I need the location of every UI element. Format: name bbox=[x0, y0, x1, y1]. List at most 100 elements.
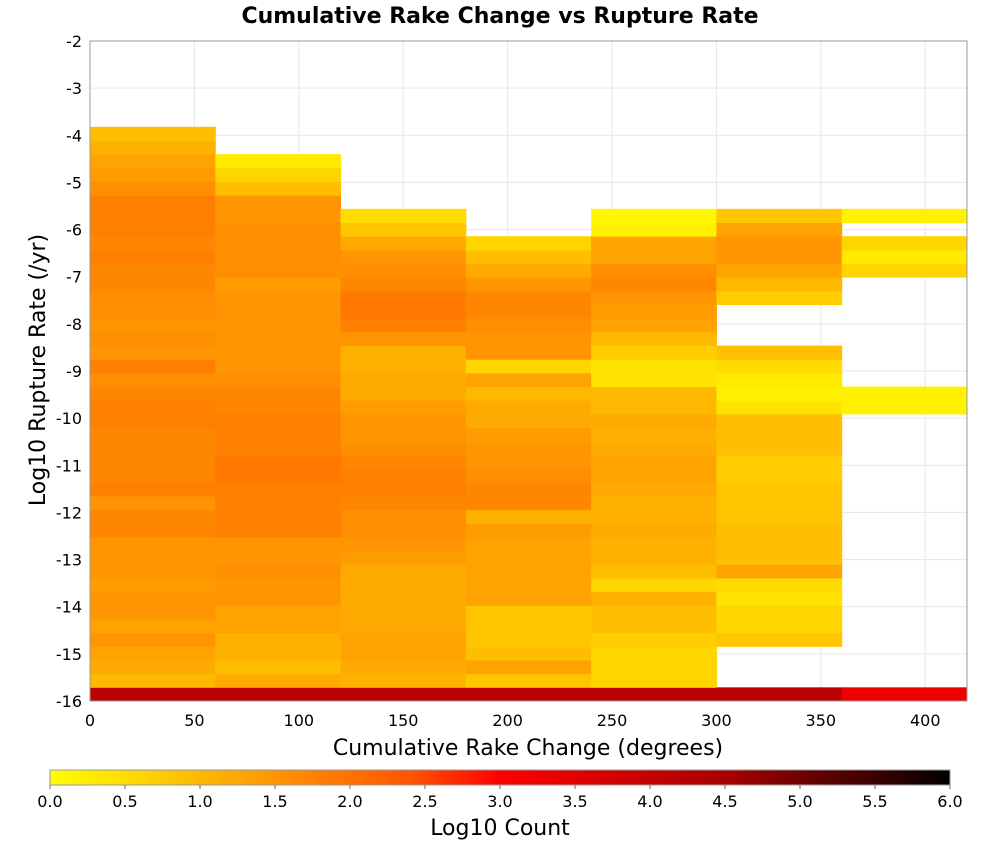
heatmap-cell bbox=[591, 304, 717, 319]
y-tick-label: -8 bbox=[66, 315, 82, 334]
heatmap-cell bbox=[841, 249, 968, 265]
heatmap-cell bbox=[90, 222, 216, 237]
heatmap-cell bbox=[90, 632, 216, 647]
heatmap-cell bbox=[340, 359, 467, 374]
colorbar-tick-label: 1.0 bbox=[187, 792, 212, 811]
heatmap-cell bbox=[591, 659, 717, 675]
heatmap-cell bbox=[215, 482, 342, 497]
heatmap-cell bbox=[215, 605, 342, 620]
heatmap-cell bbox=[90, 386, 216, 401]
y-tick-label: -7 bbox=[66, 268, 82, 287]
x-tick-label: 400 bbox=[910, 711, 941, 730]
x-tick-label: 200 bbox=[492, 711, 523, 730]
heatmap-cell bbox=[90, 495, 216, 511]
y-tick-label: -4 bbox=[66, 126, 82, 145]
heatmap-cell bbox=[215, 304, 342, 319]
heatmap-cell bbox=[465, 618, 592, 634]
heatmap-cell bbox=[215, 222, 342, 237]
heatmap-cell bbox=[716, 454, 843, 470]
heatmap-cell bbox=[465, 249, 592, 265]
colorbar-ticks: 0.0 0.5 1.0 1.5 2.0 2.5 3.0 3.5 4.0 4.5 5.0 5.5 6.0 bbox=[37, 785, 963, 811]
colorbar-tick-label: 4.5 bbox=[712, 792, 737, 811]
colorbar-tick-label: 4.0 bbox=[637, 792, 662, 811]
heatmap-cell bbox=[716, 605, 843, 620]
heatmap-cell bbox=[215, 345, 342, 360]
heatmap-cell bbox=[591, 249, 717, 265]
heatmap-cell bbox=[716, 495, 843, 511]
heatmap-cell bbox=[90, 140, 216, 155]
heatmap-cell bbox=[90, 290, 216, 306]
heatmap-cell bbox=[215, 277, 342, 292]
heatmap-cell bbox=[90, 591, 216, 606]
heatmap-cell bbox=[340, 304, 467, 319]
heatmap-cell bbox=[215, 454, 342, 470]
heatmap-cell bbox=[340, 263, 467, 278]
heatmap-cell bbox=[90, 687, 216, 702]
heatmap-cell bbox=[591, 577, 717, 593]
heatmap-cell bbox=[340, 536, 467, 552]
heatmap-cell bbox=[215, 359, 342, 374]
heatmap-cell bbox=[716, 263, 843, 278]
heatmap-cell bbox=[591, 550, 717, 565]
heatmap-cell bbox=[90, 249, 216, 265]
heatmap-cell bbox=[465, 359, 592, 374]
x-axis-ticks: 0 50 100 150 200 250 300 350 400 bbox=[85, 711, 941, 730]
heatmap-cell bbox=[465, 413, 592, 429]
heatmap-cell bbox=[340, 468, 467, 483]
heatmap-cell bbox=[215, 618, 342, 634]
heatmap-cell bbox=[90, 577, 216, 593]
heatmap-cell bbox=[215, 564, 342, 579]
heatmap-cell bbox=[90, 359, 216, 374]
heatmap-cell bbox=[465, 236, 592, 251]
heatmap-cell bbox=[215, 427, 342, 442]
heatmap-cell bbox=[340, 495, 467, 511]
heatmap-cell bbox=[591, 495, 717, 511]
heatmap-cell bbox=[716, 427, 843, 442]
heatmap-cell bbox=[90, 400, 216, 415]
heatmap-cell bbox=[716, 482, 843, 497]
heatmap-cell bbox=[465, 454, 592, 470]
heatmap-cell bbox=[215, 263, 342, 278]
heatmap-cell bbox=[716, 468, 843, 483]
heatmap-cell bbox=[340, 482, 467, 497]
heatmap-cell bbox=[591, 441, 717, 456]
x-tick-label: 150 bbox=[388, 711, 419, 730]
heatmap-cell bbox=[591, 427, 717, 442]
heatmap-cell bbox=[215, 249, 342, 265]
heatmap-cell bbox=[340, 208, 467, 223]
x-axis-label: Cumulative Rake Change (degrees) bbox=[333, 736, 723, 761]
colorbar-tick-label: 1.5 bbox=[262, 792, 287, 811]
heatmap-cell bbox=[716, 413, 843, 429]
colorbar-label: Log10 Count bbox=[430, 816, 570, 841]
heatmap-cell bbox=[340, 618, 467, 634]
heatmap-cell bbox=[340, 577, 467, 593]
y-tick-label: -12 bbox=[56, 503, 82, 522]
heatmap-cell bbox=[465, 468, 592, 483]
heatmap-cell bbox=[90, 345, 216, 360]
heatmap-cell bbox=[591, 277, 717, 292]
heatmap-cell bbox=[465, 277, 592, 292]
heatmap-cell bbox=[340, 427, 467, 442]
y-tick-label: -6 bbox=[66, 221, 82, 240]
heatmap-cell bbox=[465, 304, 592, 319]
heatmap-cell bbox=[340, 331, 467, 347]
heatmap-cell bbox=[90, 167, 216, 182]
heatmap-cell bbox=[465, 400, 592, 415]
heatmap-cell bbox=[215, 236, 342, 251]
heatmap-cell bbox=[465, 591, 592, 606]
heatmap-cell bbox=[215, 372, 342, 388]
heatmap-cell bbox=[716, 536, 843, 552]
heatmap-cell bbox=[716, 632, 843, 647]
heatmap-cell bbox=[716, 400, 843, 415]
heatmap-cell bbox=[465, 263, 592, 278]
heatmap-cell bbox=[841, 236, 968, 251]
heatmap-cell bbox=[591, 523, 717, 538]
heatmap-cell bbox=[591, 454, 717, 470]
heatmap-cell bbox=[340, 400, 467, 415]
heatmap-cell bbox=[215, 181, 342, 196]
heatmap-cell bbox=[465, 687, 592, 702]
x-tick-label: 250 bbox=[597, 711, 628, 730]
heatmap-cell bbox=[591, 564, 717, 579]
heatmap-cell bbox=[340, 509, 467, 524]
heatmap-cell bbox=[215, 208, 342, 223]
